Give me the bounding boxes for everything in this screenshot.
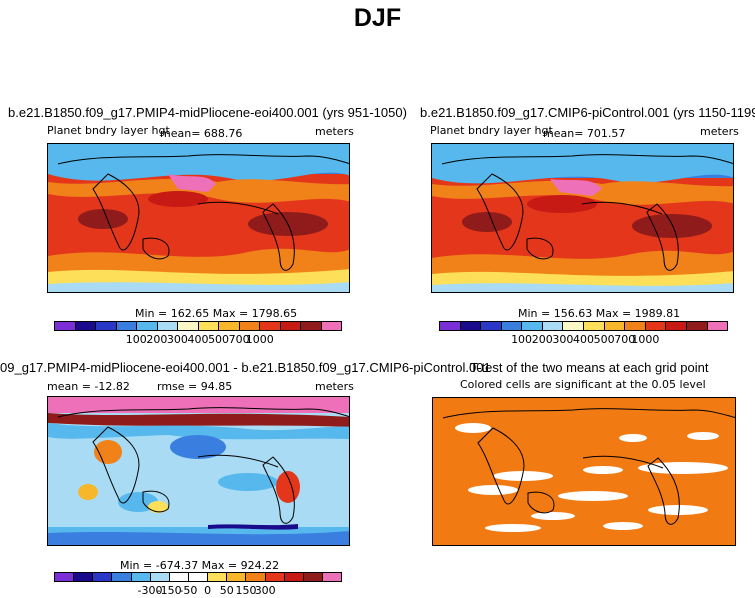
- colorbar-swatch: [542, 322, 564, 330]
- colorbar-swatch: [198, 322, 219, 330]
- colorbar-swatch: [157, 322, 178, 330]
- page-title: DJF: [353, 4, 402, 32]
- colorbar-swatch: [460, 322, 482, 330]
- colorbar-swatch: [666, 322, 687, 330]
- colorbar-swatch: [96, 322, 117, 330]
- colorbar-swatch: [169, 573, 189, 581]
- colorbar-swatch: [322, 573, 342, 581]
- colorbar-swatch: [265, 573, 285, 581]
- colorbar-tick-label: 400: [573, 333, 594, 346]
- panel-2-title: b.e21.B1850.f09_g17.CMIP6-piControl.001 …: [420, 105, 755, 120]
- colorbar-tick-label: 500: [593, 333, 615, 346]
- colorbar-tick-label: 300: [254, 584, 276, 597]
- colorbar-swatch: [188, 573, 209, 581]
- panel-3-rmse-label: rmse = 94.85: [157, 380, 233, 393]
- panel-4-title: T-test of the two means at each grid poi…: [470, 360, 709, 375]
- colorbar-swatch: [686, 322, 708, 330]
- colorbar-tick-label: 100: [125, 333, 147, 346]
- colorbar-swatch: [55, 322, 76, 330]
- colorbar-tick-label: 1000: [631, 333, 660, 346]
- colorbar-swatch: [131, 573, 151, 581]
- colorbar-swatch: [707, 322, 728, 330]
- colorbar-swatch: [150, 573, 170, 581]
- panel-2-mean-label: mean= 701.57: [543, 127, 626, 140]
- colorbar-tick-label: 300: [552, 333, 574, 346]
- colorbar-tick-label: -300: [137, 584, 163, 597]
- panel-3-mean-label: mean = -12.82: [47, 380, 130, 393]
- panel-2-variable-label: Planet bndry layer hgt: [430, 124, 553, 137]
- colorbar-swatch: [284, 573, 304, 581]
- panel-1-variable-label: Planet bndry layer hgt: [47, 124, 170, 137]
- colorbar-tick-label: 300: [166, 333, 188, 346]
- panel-4-subtitle: Colored cells are significant at the 0.0…: [460, 378, 706, 391]
- colorbar-swatch: [246, 573, 266, 581]
- colorbar-tick-label: -150: [156, 584, 182, 597]
- colorbar-tick-label: 700: [614, 333, 636, 346]
- panel-4-map: [432, 397, 736, 546]
- colorbar-swatch: [112, 573, 132, 581]
- colorbar-swatch: [93, 573, 113, 581]
- colorbar-tick-label: 50: [219, 584, 234, 597]
- colorbar-swatch: [227, 573, 247, 581]
- colorbar-swatch: [75, 322, 96, 330]
- panel-2-minmax: Min = 156.63 Max = 1989.81: [518, 307, 681, 320]
- panel-1-mean-label: mean= 688.76: [160, 127, 243, 140]
- colorbar-swatch: [501, 322, 523, 330]
- colorbar-swatch: [440, 322, 461, 330]
- panel-1-minmax: Min = 162.65 Max = 1798.65: [135, 307, 298, 320]
- panel-2-units-label: meters: [700, 125, 739, 138]
- colorbar-swatch: [522, 322, 543, 330]
- colorbar-tick-label: 200: [146, 333, 168, 346]
- colorbar-tick-label: 100: [511, 333, 533, 346]
- panel-2-colorbar: [439, 321, 728, 331]
- colorbar-tick-label: 150: [235, 584, 257, 597]
- colorbar-swatch: [239, 322, 260, 330]
- panel-2-map: [431, 143, 734, 293]
- colorbar-swatch: [645, 322, 667, 330]
- colorbar-swatch: [55, 573, 75, 581]
- colorbar-swatch: [303, 573, 323, 581]
- colorbar-tick-label: 500: [208, 333, 230, 346]
- colorbar-swatch: [321, 322, 341, 330]
- colorbar-swatch: [208, 573, 228, 581]
- colorbar-tick-label: 0: [204, 584, 212, 597]
- colorbar-tick-label: 1000: [245, 333, 274, 346]
- panel-1-map: [47, 143, 350, 293]
- colorbar-swatch: [219, 322, 240, 330]
- panel-3-minmax: Min = -674.37 Max = 924.22: [120, 559, 280, 572]
- colorbar-swatch: [604, 322, 626, 330]
- colorbar-swatch: [137, 322, 158, 330]
- panel-1-units-label: meters: [315, 125, 354, 138]
- colorbar-swatch: [116, 322, 137, 330]
- colorbar-swatch: [301, 322, 322, 330]
- panel-3-title: 09_g17.PMIP4-midPliocene-eoi400.001 - b.…: [0, 360, 491, 375]
- panel-1-colorbar: [54, 321, 342, 331]
- panel-3-map: [47, 396, 350, 546]
- colorbar-swatch: [584, 322, 605, 330]
- colorbar-swatch: [260, 322, 281, 330]
- colorbar-swatch: [280, 322, 301, 330]
- colorbar-tick-label: 200: [531, 333, 553, 346]
- colorbar-swatch: [74, 573, 94, 581]
- colorbar-swatch: [563, 322, 585, 330]
- colorbar-swatch: [481, 322, 502, 330]
- panel-3-colorbar: [54, 572, 342, 582]
- panel-3-units-label: meters: [315, 380, 354, 393]
- colorbar-tick-label: 400: [187, 333, 209, 346]
- panel-1-title: b.e21.B1850.f09_g17.PMIP4-midPliocene-eo…: [8, 105, 407, 120]
- colorbar-swatch: [625, 322, 646, 330]
- colorbar-swatch: [178, 322, 199, 330]
- colorbar-tick-label: 700: [228, 333, 250, 346]
- colorbar-tick-label: -50: [179, 584, 198, 597]
